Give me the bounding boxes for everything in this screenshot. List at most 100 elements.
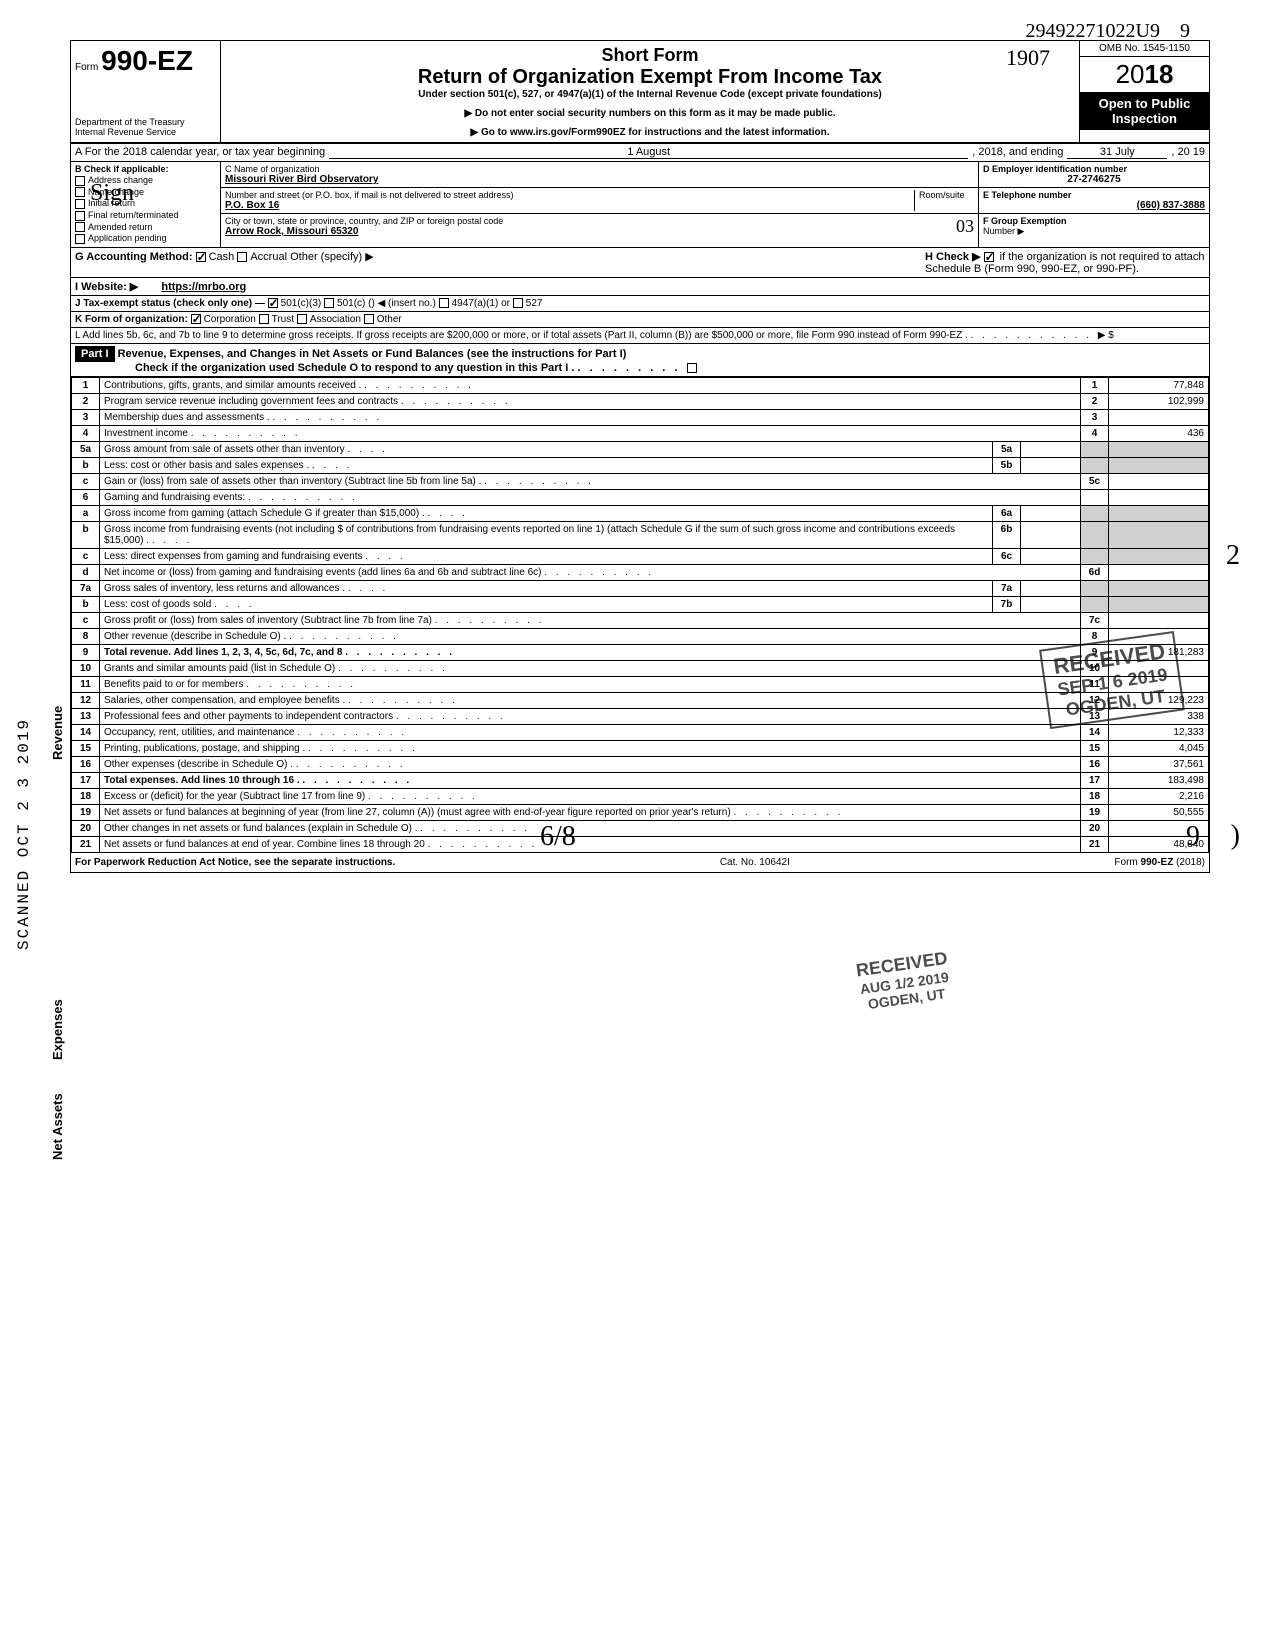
line-desc: Total revenue. Add lines 1, 2, 3, 4, 5c,… [100, 644, 1081, 660]
inner-box-label: 5a [993, 441, 1021, 457]
city-label: City or town, state or province, country… [225, 216, 956, 226]
street-label: Number and street (or P.O. box, if mail … [225, 190, 914, 200]
amount: 102,999 [1109, 393, 1209, 409]
right-num: 15 [1081, 740, 1109, 756]
right-num [1081, 580, 1109, 596]
received-stamp-2: RECEIVED AUG 1/2 2019 OGDEN, UT [844, 943, 963, 1019]
form-word: Form [75, 62, 98, 73]
table-row: 3Membership dues and assessments . . . .… [72, 409, 1209, 425]
table-row: cLess: direct expenses from gaming and f… [72, 548, 1209, 564]
street-value: P.O. Box 16 [225, 200, 914, 211]
line-desc: Occupancy, rent, utilities, and maintena… [100, 724, 1081, 740]
top-stamp-number2: 1907 [1006, 45, 1050, 71]
table-row: 6Gaming and fundraising events: . . . . … [72, 489, 1209, 505]
right-num [1081, 596, 1109, 612]
cb-schedule-o[interactable] [687, 363, 697, 373]
cb-assoc[interactable] [297, 314, 307, 324]
line-desc: Grants and similar amounts paid (list in… [100, 660, 1081, 676]
col-c-org-info: C Name of organization Missouri River Bi… [221, 162, 979, 247]
row-a-tax-year: A For the 2018 calendar year, or tax yea… [71, 144, 1209, 162]
right-num: 16 [1081, 756, 1109, 772]
cb-final[interactable] [75, 211, 85, 221]
line-desc: Salaries, other compensation, and employ… [100, 692, 1081, 708]
cb-trust[interactable] [259, 314, 269, 324]
part1-header-row: Part I Revenue, Expenses, and Changes in… [71, 344, 1209, 377]
right-num: 4 [1081, 425, 1109, 441]
cb-schedule-b[interactable] [984, 252, 994, 262]
main-title: Return of Organization Exempt From Incom… [225, 66, 1075, 89]
amount: 436 [1109, 425, 1209, 441]
table-row: 16Other expenses (describe in Schedule O… [72, 756, 1209, 772]
side-revenue: Revenue [50, 706, 65, 760]
short-form-title: Short Form [225, 45, 1075, 66]
header-left: Form 990-EZ Department of the Treasury I… [71, 41, 221, 142]
cb-501c[interactable] [324, 298, 334, 308]
table-row: bLess: cost of goods sold . . . . 7b [72, 596, 1209, 612]
line-number: 6 [72, 489, 100, 505]
inner-box-label: 5b [993, 457, 1021, 473]
cb-name[interactable] [75, 187, 85, 197]
cb-initial[interactable] [75, 199, 85, 209]
scanned-stamp: SCANNED OCT 2 3 2019 [15, 718, 33, 950]
line-number: 8 [72, 628, 100, 644]
line-desc: Other changes in net assets or fund bala… [100, 820, 1081, 836]
amount [1109, 473, 1209, 489]
line-number: 1 [72, 377, 100, 393]
line-number: 15 [72, 740, 100, 756]
footer-cat: Cat. No. 10642I [720, 857, 790, 868]
amount [1109, 564, 1209, 580]
table-row: dNet income or (loss) from gaming and fu… [72, 564, 1209, 580]
line-number: 18 [72, 788, 100, 804]
inner-box-value [1021, 580, 1081, 596]
cb-501c3[interactable] [268, 298, 278, 308]
amount: 4,045 [1109, 740, 1209, 756]
line-desc: Less: direct expenses from gaming and fu… [100, 548, 993, 564]
cb-cash[interactable] [196, 252, 206, 262]
cb-accrual[interactable] [237, 252, 247, 262]
line-number: 21 [72, 836, 100, 852]
amount [1109, 489, 1209, 505]
line-number: 11 [72, 676, 100, 692]
phone-label: E Telephone number [983, 190, 1205, 200]
cb-pending[interactable] [75, 234, 85, 244]
right-num: 7c [1081, 612, 1109, 628]
col-de: D Employer identification number 27-2746… [979, 162, 1209, 247]
org-name: Missouri River Bird Observatory [225, 174, 974, 185]
col-b-header: B Check if applicable: [75, 164, 216, 174]
footer-form: Form 990-EZ (2018) [1114, 857, 1205, 868]
part1-check-text: Check if the organization used Schedule … [135, 362, 574, 374]
table-row: cGain or (loss) from sale of assets othe… [72, 473, 1209, 489]
phone-value: (660) 837-3888 [983, 200, 1205, 211]
line-number: 16 [72, 756, 100, 772]
row-l-gross-receipts: L Add lines 5b, 6c, and 7b to line 9 to … [71, 328, 1209, 344]
room-label: Room/suite [914, 190, 974, 211]
line-desc: Net assets or fund balances at beginning… [100, 804, 1081, 820]
cb-4947[interactable] [439, 298, 449, 308]
ein-value: 27-2746275 [983, 174, 1205, 185]
line-desc: Gross sales of inventory, less returns a… [100, 580, 993, 596]
line-number: b [72, 521, 100, 548]
inner-box-label: 6b [993, 521, 1021, 548]
table-row: 15Printing, publications, postage, and s… [72, 740, 1209, 756]
row-a-yearend: , 20 19 [1171, 146, 1205, 159]
cb-other[interactable] [364, 314, 374, 324]
footer: For Paperwork Reduction Act Notice, see … [71, 853, 1209, 872]
line-number: 14 [72, 724, 100, 740]
table-row: 7aGross sales of inventory, less returns… [72, 580, 1209, 596]
inner-box-value [1021, 505, 1081, 521]
margin-paren: ) [1231, 820, 1240, 852]
cb-address[interactable] [75, 176, 85, 186]
table-row: 2Program service revenue including gover… [72, 393, 1209, 409]
cb-527[interactable] [513, 298, 523, 308]
form-number: 990-EZ [101, 45, 193, 76]
line-desc: Other expenses (describe in Schedule O) … [100, 756, 1081, 772]
right-num [1081, 548, 1109, 564]
right-num [1081, 457, 1109, 473]
right-num: 2 [1081, 393, 1109, 409]
part1-title: Revenue, Expenses, and Changes in Net As… [118, 348, 627, 360]
cb-amended[interactable] [75, 222, 85, 232]
amount [1109, 441, 1209, 457]
city-value: Arrow Rock, Missouri 65320 [225, 226, 956, 237]
omb-number: OMB No. 1545-1150 [1080, 41, 1209, 57]
cb-corp[interactable] [191, 314, 201, 324]
